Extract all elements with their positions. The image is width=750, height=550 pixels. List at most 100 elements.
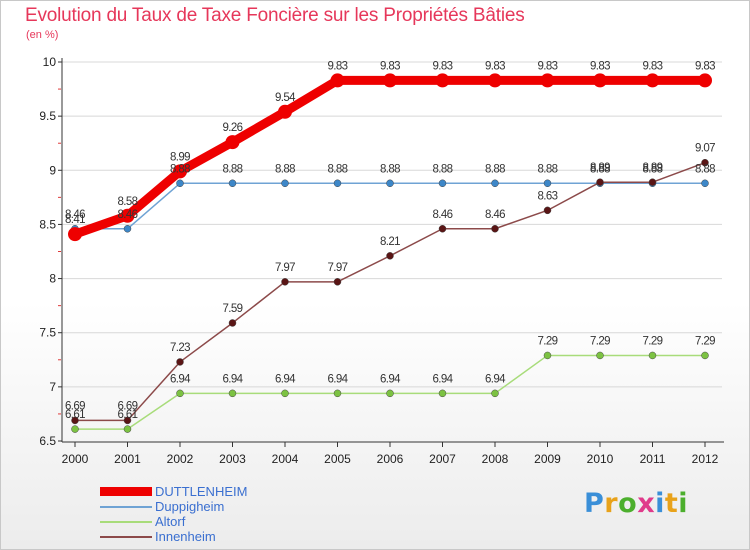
data-point [228,389,237,398]
y-tick-label: 8 [49,272,56,286]
x-tick-label: 2009 [534,452,561,466]
x-tick-label: 2001 [114,452,141,466]
x-tick-label: 2007 [429,452,456,466]
data-point [333,278,342,286]
data-point [386,252,394,260]
data-label: 8.63 [538,190,558,202]
data-point [543,206,552,215]
data-label: 6.61 [65,409,85,421]
legend-label: DUTTLENHEIM [155,484,248,499]
data-label: 8.88 [223,163,243,175]
data-point [701,351,709,360]
data-label: 8.58 [118,196,138,208]
data-label: 6.94 [170,373,191,385]
data-point [438,225,447,233]
data-label: 8.88 [328,163,348,175]
data-label: 8.88 [538,163,558,175]
data-point [176,389,184,398]
data-point [383,73,397,88]
data-point [281,389,289,398]
data-point [438,179,447,188]
data-label: 9.83 [485,60,505,72]
data-point [701,179,709,188]
legend-label: Duppigheim [155,499,225,514]
data-label: 7.29 [590,335,610,347]
data-label: 9.83 [433,60,453,72]
data-point [278,104,292,119]
data-label: 8.88 [590,163,610,175]
x-tick-label: 2004 [272,452,299,466]
y-tick-label: 9.5 [39,109,56,123]
data-label: 9.07 [695,143,715,155]
x-tick-label: 2005 [324,452,351,466]
data-label: 9.83 [643,60,663,72]
x-tick-label: 2008 [482,452,509,466]
data-label: 6.94 [485,373,506,385]
data-point [176,179,184,188]
data-point [330,73,345,88]
data-label: 7.97 [328,262,348,274]
data-label: 8.46 [65,209,85,221]
data-label: 8.88 [275,163,295,175]
data-point [123,225,132,233]
data-label: 8.46 [485,209,505,221]
legend-label: Innenheim [155,529,216,544]
data-label: 9.26 [223,122,243,134]
data-label: 8.46 [433,209,453,221]
x-tick-label: 2006 [377,452,404,466]
data-label: 8.88 [433,163,453,175]
data-point [596,178,604,186]
data-label: 8.88 [380,163,400,175]
data-label: 6.94 [380,373,401,385]
data-point [543,179,552,188]
data-label: 9.83 [695,60,715,72]
data-point [281,278,289,286]
legend-label: Altorf [155,514,186,529]
legend-swatch [100,521,152,523]
data-label: 8.21 [380,236,400,248]
data-point [120,208,135,223]
x-tick-label: 2010 [587,452,614,466]
data-label: 9.83 [328,60,348,72]
data-label: 6.61 [118,409,138,421]
data-point [491,179,499,188]
chart-title: Evolution du Taux de Taxe Foncière sur l… [25,5,525,26]
data-point [333,389,342,398]
y-tick-label: 8.5 [39,217,56,231]
data-point [386,179,394,188]
data-point [648,351,657,360]
data-label: 6.94 [433,373,454,385]
legend-swatch [100,536,152,538]
data-point [386,389,394,398]
data-label: 7.29 [695,335,715,347]
data-point [645,73,660,88]
data-point [123,416,132,425]
data-point [281,179,289,188]
data-point [491,389,499,398]
data-point [435,73,450,88]
data-label: 8.41 [65,214,85,226]
data-label: 9.83 [380,60,400,72]
data-point [123,425,132,433]
series-line [75,182,705,230]
y-tick-label: 9 [49,163,56,177]
data-point [333,179,342,188]
legend-swatch [100,487,152,496]
y-tick-label: 7 [49,380,56,394]
data-label: 8.88 [695,163,715,175]
legend-swatch [100,506,152,508]
data-point [438,389,447,398]
data-point [540,73,555,88]
data-label: 8.88 [170,163,190,175]
chart-unit-label: (en %) [26,29,59,41]
proxiti-logo: Proxiti [584,488,689,519]
y-tick-label: 10 [43,55,57,69]
data-label: 7.23 [170,342,190,354]
data-label: 8.89 [590,162,610,174]
data-label: 6.94 [223,373,244,385]
data-label: 6.94 [275,373,296,385]
data-point [593,73,607,88]
data-point [701,158,709,167]
